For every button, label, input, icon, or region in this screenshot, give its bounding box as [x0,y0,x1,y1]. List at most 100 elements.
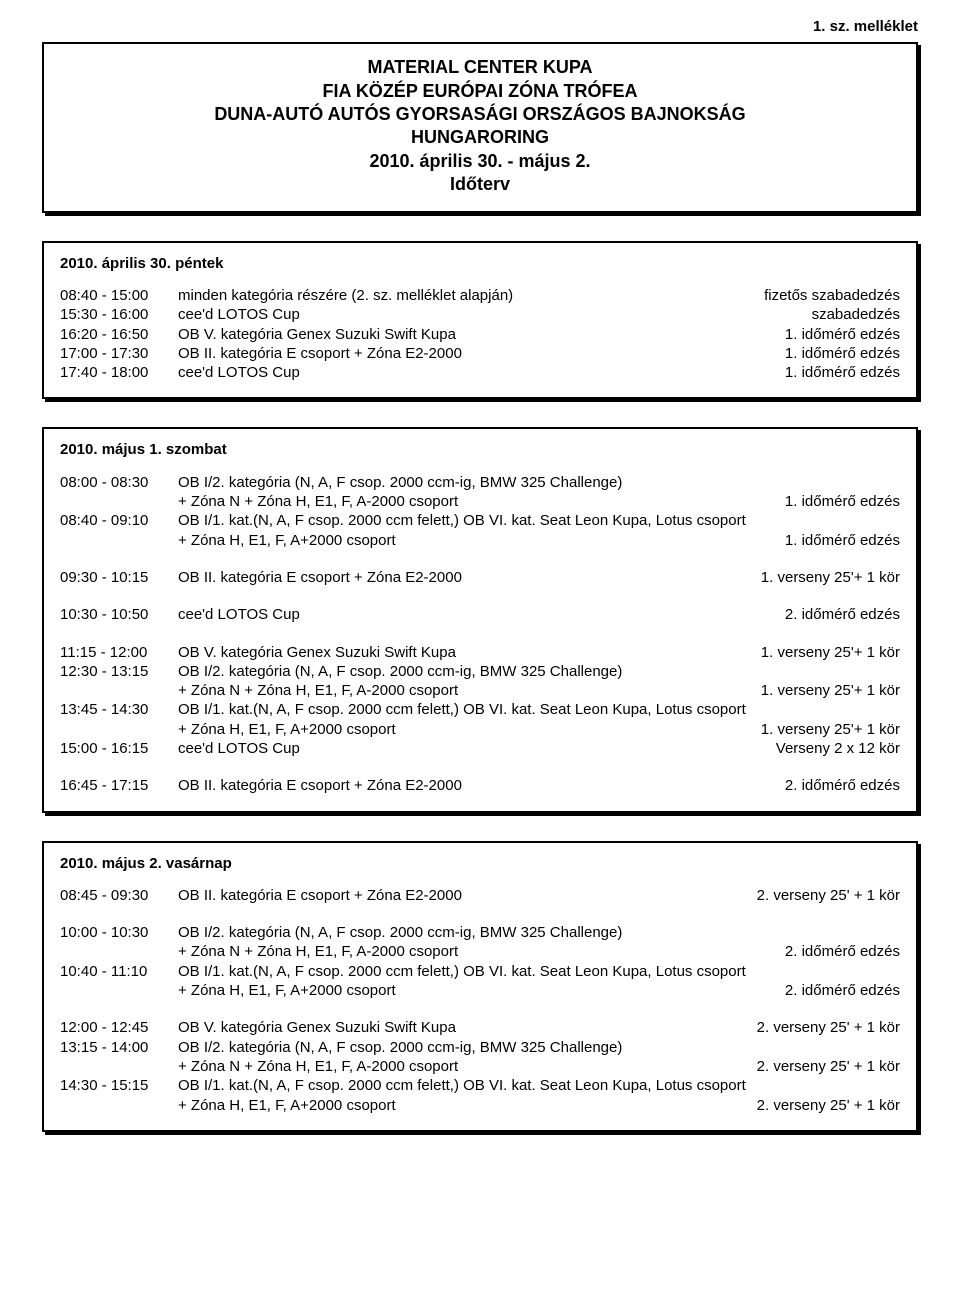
row-time: 13:45 - 14:30 [60,701,178,719]
row-time: 14:30 - 15:15 [60,1077,178,1095]
schedule-row: 16:20 - 16:50OB V. kategória Genex Suzuk… [60,326,900,344]
section-head-sunday: 2010. május 2. vasárnap [60,855,900,873]
schedule-row: 08:40 - 15:00minden kategória részére (2… [60,287,900,305]
schedule-row: 14:30 - 15:15OB I/1. kat.(N, A, F csop. … [60,1077,900,1095]
row-time [60,982,178,1000]
schedule-row: 08:45 - 09:30OB II. kategória E csoport … [60,887,900,905]
spacer [60,588,900,606]
row-note: fizetős szabadedzés [764,287,900,305]
schedule-row: 10:00 - 10:30OB I/2. kategória (N, A, F … [60,924,900,942]
row-description: cee'd LOTOS Cup [178,740,776,758]
schedule-row: 13:15 - 14:00OB I/2. kategória (N, A, F … [60,1039,900,1057]
row-note: 2. verseny 25' + 1 kör [757,1058,900,1076]
row-description: cee'd LOTOS Cup [178,606,785,624]
schedule-row: 12:30 - 13:15OB I/2. kategória (N, A, F … [60,663,900,681]
row-description: + Zóna H, E1, F, A+2000 csoport [178,1097,757,1115]
schedule-row: 17:40 - 18:00cee'd LOTOS Cup1. időmérő e… [60,364,900,382]
row-time: 12:00 - 12:45 [60,1019,178,1037]
schedule-row: + Zóna N + Zóna H, E1, F, A-2000 csoport… [60,493,900,511]
row-note: 2. időmérő edzés [785,606,900,624]
row-description: OB I/1. kat.(N, A, F csop. 2000 ccm fele… [178,701,900,719]
row-time: 09:30 - 10:15 [60,569,178,587]
row-description: OB I/2. kategória (N, A, F csop. 2000 cc… [178,663,900,681]
row-time [60,1097,178,1115]
row-note: 1. időmérő edzés [785,345,900,363]
row-note: 1. verseny 25'+ 1 kör [761,644,900,662]
row-description: + Zóna H, E1, F, A+2000 csoport [178,721,761,739]
row-description: + Zóna H, E1, F, A+2000 csoport [178,982,785,1000]
section-saturday: 2010. május 1. szombat 08:00 - 08:30 OB I… [42,427,918,812]
row-description: cee'd LOTOS Cup [178,364,785,382]
row-time: 16:45 - 17:15 [60,777,178,795]
row-time: 15:30 - 16:00 [60,306,178,324]
schedule-row: + Zóna H, E1, F, A+2000 csoport1. versen… [60,721,900,739]
row-time [60,532,178,550]
row-description: OB II. kategória E csoport + Zóna E2-200… [178,345,785,363]
row-description: OB I/2. kategória (N, A, F csop. 2000 cc… [178,924,900,942]
title-line-1: MATERIAL CENTER KUPA [60,56,900,79]
document-page: 1. sz. melléklet MATERIAL CENTER KUPA FI… [0,0,960,1200]
spacer [60,906,900,924]
schedule-row: 09:30 - 10:15OB II. kategória E csoport … [60,569,900,587]
spacer [60,759,900,777]
row-time: 08:40 - 09:10 [60,512,178,530]
title-line-2: FIA KÖZÉP EURÓPAI ZÓNA TRÓFEA [60,80,900,103]
spacer [60,1001,900,1019]
schedule-row: 08:00 - 08:30OB I/2. kategória (N, A, F … [60,474,900,492]
schedule-row: 08:40 - 09:10OB I/1. kat.(N, A, F csop. … [60,512,900,530]
section-friday: 2010. április 30. péntek 08:40 - 15:00mi… [42,241,918,400]
title-line-4: HUNGARORING [60,126,900,149]
schedule-row: 10:30 - 10:50cee'd LOTOS Cup2. időmérő e… [60,606,900,624]
spacer [60,626,900,644]
row-time: 13:15 - 14:00 [60,1039,178,1057]
schedule-row: + Zóna H, E1, F, A+2000 csoport2. időmér… [60,982,900,1000]
row-description: OB I/2. kategória (N, A, F csop. 2000 cc… [178,1039,900,1057]
schedule-row: 12:00 - 12:45OB V. kategória Genex Suzuk… [60,1019,900,1037]
row-description: minden kategória részére (2. sz. mellékl… [178,287,764,305]
row-note: 2. verseny 25' + 1 kör [757,1019,900,1037]
row-description: OB I/1. kat.(N, A, F csop. 2000 ccm fele… [178,963,900,981]
row-note: 2. időmérő edzés [785,982,900,1000]
schedule-row: 15:30 - 16:00cee'd LOTOS Cupszabadedzés [60,306,900,324]
schedule-row: 13:45 - 14:30OB I/1. kat.(N, A, F csop. … [60,701,900,719]
row-time: 10:30 - 10:50 [60,606,178,624]
row-time: 10:40 - 11:10 [60,963,178,981]
rows-friday: 08:40 - 15:00minden kategória részére (2… [60,287,900,382]
row-time: 12:30 - 13:15 [60,663,178,681]
section-sunday: 2010. május 2. vasárnap 08:45 - 09:30OB … [42,841,918,1132]
row-time: 15:00 - 16:15 [60,740,178,758]
row-time [60,721,178,739]
schedule-row: + Zóna H, E1, F, A+2000 csoport1. időmér… [60,532,900,550]
schedule-row: 11:15 - 12:00OB V. kategória Genex Suzuk… [60,644,900,662]
row-time [60,943,178,961]
row-description: OB V. kategória Genex Suzuki Swift Kupa [178,1019,757,1037]
section-head-saturday: 2010. május 1. szombat [60,441,900,459]
row-time: 11:15 - 12:00 [60,644,178,662]
row-description: OB V. kategória Genex Suzuki Swift Kupa [178,326,785,344]
title-line-3: DUNA-AUTÓ AUTÓS GYORSASÁGI ORSZÁGOS BAJN… [60,103,900,126]
row-note: 1. időmérő edzés [785,364,900,382]
row-time: 10:00 - 10:30 [60,924,178,942]
row-note: 1. verseny 25'+ 1 kör [761,682,900,700]
row-description: OB II. kategória E csoport + Zóna E2-200… [178,569,761,587]
row-note: szabadedzés [812,306,900,324]
row-note: 1. időmérő edzés [785,326,900,344]
schedule-row: 10:40 - 11:10OB I/1. kat.(N, A, F csop. … [60,963,900,981]
rows-saturday: 08:00 - 08:30 OB I/2. kategória (N, A, F … [60,474,900,796]
row-time: 17:40 - 18:00 [60,364,178,382]
schedule-row: 16:45 - 17:15OB II. kategória E csoport … [60,777,900,795]
row-time: 08:00 - 08:30 [60,474,178,492]
row-description: + Zóna H, E1, F, A+2000 csoport [178,532,785,550]
schedule-row: 17:00 - 17:30OB II. kategória E csoport … [60,345,900,363]
schedule-row: 15:00 - 16:15cee'd LOTOS CupVerseny 2 x … [60,740,900,758]
row-note: 1. verseny 25'+ 1 kör [761,569,900,587]
row-time: 08:40 - 15:00 [60,287,178,305]
row-note: 2. időmérő edzés [785,777,900,795]
row-description: + Zóna N + Zóna H, E1, F, A-2000 csoport [178,1058,757,1076]
title-line-5: 2010. április 30. - május 2. [60,150,900,173]
schedule-row: + Zóna H, E1, F, A+2000 csoport2. versen… [60,1097,900,1115]
schedule-row: + Zóna N + Zóna H, E1, F, A-2000 csoport… [60,682,900,700]
row-description: cee'd LOTOS Cup [178,306,812,324]
row-note: 2. verseny 25' + 1 kör [757,887,900,905]
row-note: 1. időmérő edzés [785,493,900,511]
